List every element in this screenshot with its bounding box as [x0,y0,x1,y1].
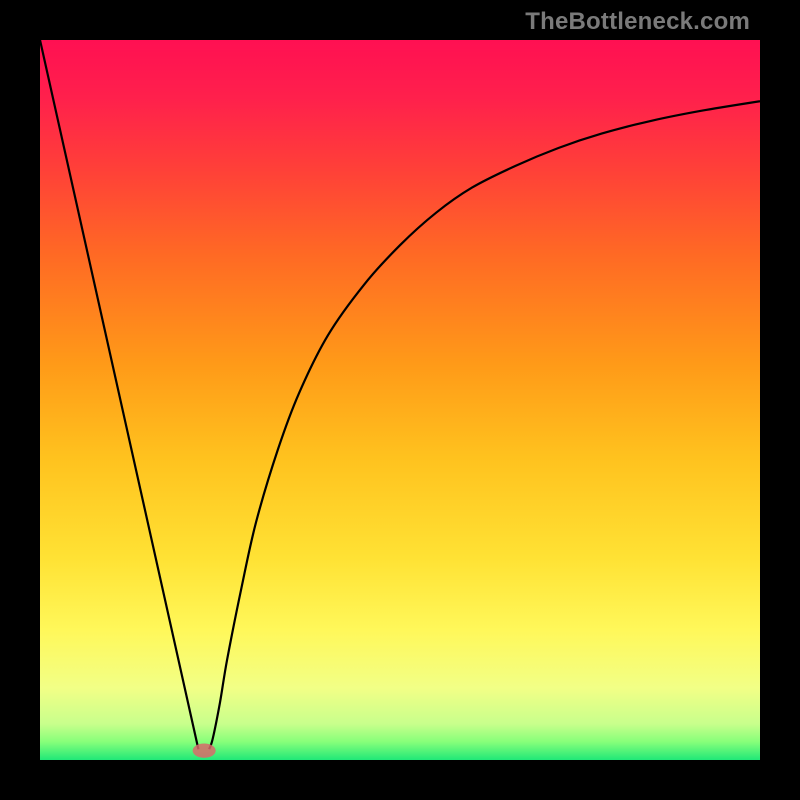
plot-area [40,40,760,760]
watermark-text: TheBottleneck.com [525,8,750,36]
minimum-marker [193,743,216,757]
gradient-background [40,40,760,760]
chart-svg [40,40,760,760]
